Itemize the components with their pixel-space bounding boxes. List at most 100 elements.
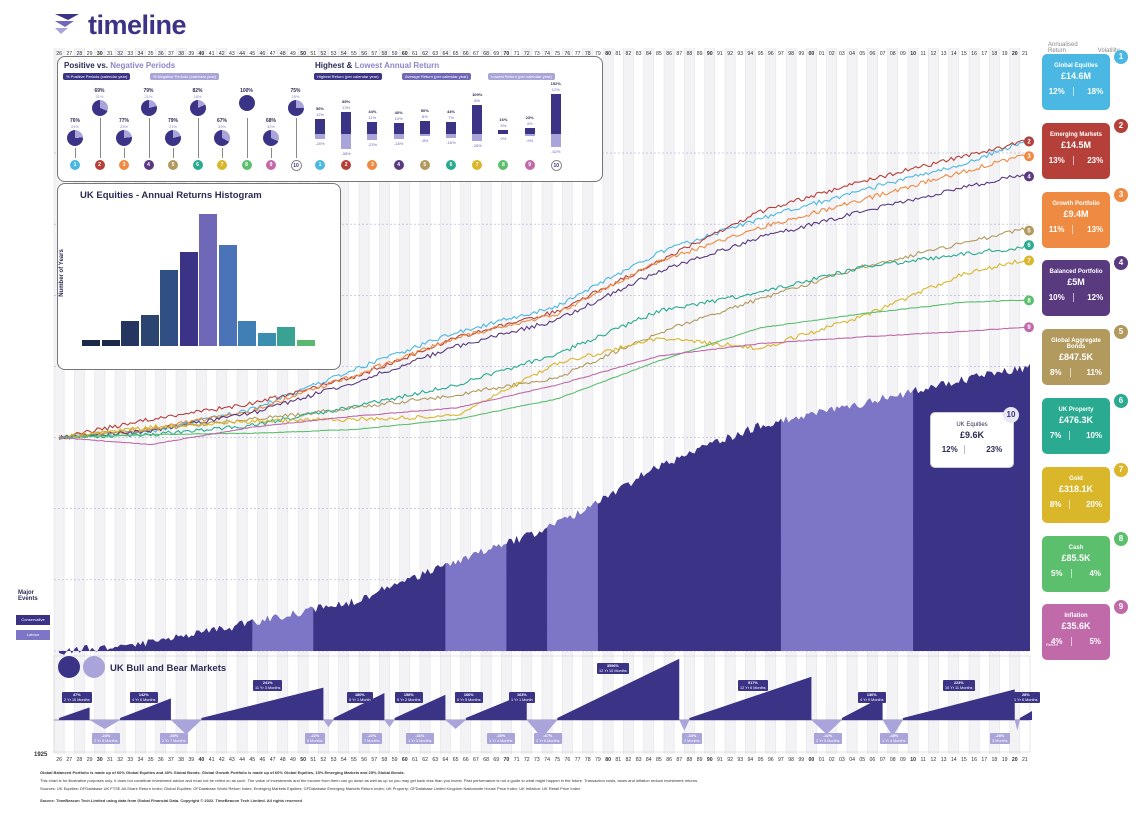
year-label-top: 77	[575, 51, 581, 57]
year-label-bottom: 00	[809, 757, 815, 763]
year-label-top: 00	[809, 51, 815, 57]
pie-item: 76% 24%	[64, 118, 86, 146]
hl-low-bar	[446, 134, 456, 138]
histogram-bar	[121, 320, 139, 346]
year-label-bottom: 41	[209, 757, 215, 763]
pie-connector	[75, 148, 76, 158]
hl-low: -8%	[421, 138, 429, 143]
year-label-top: 17	[981, 51, 987, 57]
year-label-bottom: 15	[961, 757, 967, 763]
pie-number: 6	[192, 160, 203, 170]
pie-item: 69% 31%	[89, 88, 111, 116]
year-label-top: 40	[199, 51, 205, 57]
year-column	[186, 48, 197, 754]
year-label-top: 94	[748, 51, 754, 57]
year-column	[755, 48, 766, 754]
year-column	[206, 48, 217, 754]
year-label-bottom: 02	[829, 757, 835, 763]
year-column	[582, 48, 593, 754]
year-column	[135, 48, 146, 754]
asset-card-badge: 6	[1114, 394, 1128, 408]
bear-icon	[83, 656, 105, 678]
pie-negative: 21%	[144, 94, 153, 99]
bb-pill: -34% 2 Months	[682, 733, 702, 744]
asset-card-name: Global Equities	[1054, 63, 1098, 69]
bb-pill: -31% 1 Yr 3 Months	[406, 733, 434, 744]
bb-pill-duration: 1 Yr 4 Months	[489, 738, 513, 743]
bb-pill-value: 3596%	[606, 664, 619, 668]
year-label-bottom: 71	[514, 757, 520, 763]
hl-high-bar	[550, 94, 561, 134]
pie-connector	[197, 118, 199, 158]
year-column	[592, 48, 603, 754]
year-label-bottom: 40	[199, 757, 205, 763]
pie-positive: 76%	[69, 118, 80, 124]
pie-positive: 69%	[94, 88, 105, 94]
year-column	[308, 48, 319, 754]
bb-pill-duration: 1 Yr 1 Month	[511, 697, 533, 702]
hl-low: -28%	[472, 143, 482, 148]
uk-equities-card: UK Equities £9.6K 12% 23%	[930, 412, 1014, 468]
year-label-top: 39	[188, 51, 194, 57]
year-label-top: 12	[931, 51, 937, 57]
year-label-bottom: 99	[798, 757, 804, 763]
pie-item: 79% 21%	[138, 88, 160, 116]
year-label-bottom: 39	[188, 757, 194, 763]
bb-pill: 28% 1 Yr 6 Months	[1012, 692, 1040, 703]
histogram-bar	[238, 320, 256, 346]
bull-market-area	[201, 687, 324, 720]
asset-card-value: £14.5M	[1060, 139, 1092, 150]
year-label-top: 14	[951, 51, 957, 57]
year-column	[623, 48, 634, 754]
year-column	[796, 48, 807, 754]
timeline-logo-icon	[55, 14, 79, 34]
bb-pill-duration: 1 Yr 3 Months	[408, 738, 432, 743]
year-label-bottom: 53	[331, 757, 337, 763]
year-label-top: 04	[849, 51, 855, 57]
year-label-bottom: 91	[717, 757, 723, 763]
asset-card-volatility: 23%	[1087, 155, 1104, 165]
year-column	[115, 48, 126, 754]
year-column	[674, 48, 685, 754]
year-column	[460, 48, 471, 754]
year-label-top: 51	[310, 51, 316, 57]
hl-number: 8	[498, 160, 509, 170]
asset-card-badge: 9	[1114, 600, 1128, 615]
year-column	[389, 48, 400, 754]
asset-card-return: 7%	[1050, 431, 1071, 440]
year-label-bottom: 74	[544, 757, 550, 763]
year-label-top: 62	[422, 51, 428, 57]
pie-number: 9	[266, 160, 276, 170]
year-label-top: 98	[788, 51, 794, 57]
year-column	[338, 48, 349, 754]
year-label-top: 79	[595, 51, 601, 57]
year-label-bottom: 80	[605, 757, 611, 763]
asset-card-stats: 8% 20%	[1042, 499, 1110, 509]
bb-pill: 158% 5 Yr 2 Months	[395, 692, 423, 703]
year-label-top: 52	[321, 51, 327, 57]
year-label-top: 72	[524, 51, 530, 57]
asset-card-volatility: 13%	[1087, 224, 1104, 234]
year-label-bottom: 63	[432, 757, 438, 763]
year-column	[836, 48, 847, 754]
year-label-top: 46	[260, 51, 266, 57]
histogram-bar	[218, 245, 237, 346]
footnote-sources: Sources: UK Equities: DFDatabase UK FTSE…	[40, 786, 582, 791]
asset-card-return: 5%	[1051, 568, 1072, 578]
year-label-bottom: 78	[585, 757, 591, 763]
year-label-top: 75	[554, 51, 560, 57]
uk-card-return: 12%	[942, 445, 965, 454]
bb-pill-duration: 10 Yr 11 Months	[945, 685, 973, 690]
histogram-bar	[277, 327, 295, 346]
year-column	[572, 48, 583, 754]
year-column	[857, 48, 868, 754]
year-label-top: 06	[870, 51, 876, 57]
asset-card-return: 12%	[1049, 87, 1074, 96]
year-column	[298, 48, 309, 754]
hl-high: 152%	[550, 81, 561, 86]
hl-high-bar	[472, 105, 483, 134]
asset-card-badge: 8	[1114, 531, 1128, 546]
bb-pill-duration: 7 Months	[364, 738, 380, 743]
bb-pill: 223% 10 Yr 11 Months	[943, 680, 975, 691]
hl-high: 50%	[420, 107, 429, 113]
